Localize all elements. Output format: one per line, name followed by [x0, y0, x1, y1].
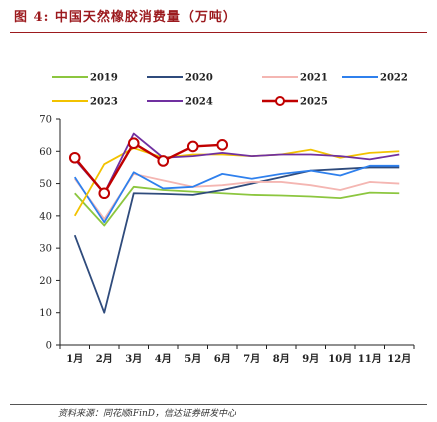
source-rule — [10, 404, 427, 405]
y-tick-label: 30 — [39, 244, 52, 255]
series-line-2020 — [73, 166, 400, 314]
y-tick-label: 70 — [39, 115, 52, 126]
figure-title: 图 4: 中国天然橡胶消费量（万吨） — [14, 10, 237, 25]
x-tick-label: 9月 — [302, 353, 319, 365]
legend-marker-2025 — [275, 96, 285, 106]
y-tick-label: 40 — [39, 211, 52, 222]
x-tick-label: 4月 — [155, 353, 172, 365]
source-note: 资料来源：同花顺iFinD，信达证券研发中心 — [58, 409, 237, 419]
x-tick-label: 6月 — [214, 353, 231, 365]
legend-label-2024: 2024 — [185, 97, 213, 108]
x-tick-label: 10月 — [328, 353, 352, 365]
chart-legend: 2019 2020 2021 2022 2023 2024 2025 — [52, 73, 408, 108]
series-line-2022 — [73, 164, 400, 224]
series-point-2025 — [186, 140, 199, 153]
legend-label-2022: 2022 — [380, 73, 408, 84]
y-tick-label: 50 — [39, 179, 52, 190]
x-tick-label: 11月 — [358, 353, 382, 365]
legend-label-2025: 2025 — [300, 97, 328, 108]
x-tick-label: 8月 — [273, 353, 290, 365]
x-tick-label: 7月 — [243, 353, 260, 365]
y-tick-label: 20 — [39, 276, 52, 287]
title-rule — [10, 32, 427, 33]
series-point-2025 — [216, 139, 229, 151]
series-line-2023 — [73, 147, 400, 217]
y-tick-label: 0 — [46, 341, 52, 352]
chart-plot-area — [68, 132, 400, 314]
legend-label-2023: 2023 — [90, 97, 118, 108]
x-tick-label: 3月 — [125, 353, 142, 365]
series-point-2025 — [127, 137, 140, 150]
series-point-2025 — [98, 187, 111, 200]
legend-label-2021: 2021 — [300, 73, 328, 84]
series-point-2025 — [68, 151, 81, 164]
x-tick-label: 1月 — [66, 353, 83, 365]
legend-label-2020: 2020 — [185, 73, 213, 84]
x-tick-label: 2月 — [96, 353, 113, 365]
y-tick-label: 60 — [39, 147, 52, 158]
x-tick-label: 12月 — [387, 353, 411, 365]
legend-label-2019: 2019 — [90, 73, 118, 84]
chart-axes: 0 10 20 30 40 50 60 70 1月 2月 3月 4月 5月 6月 7月 8月 9月 10月 11月 1… — [39, 115, 415, 365]
series-point-2025 — [157, 155, 170, 167]
y-tick-label: 10 — [39, 308, 52, 319]
x-tick-label: 5月 — [184, 353, 201, 365]
series-line-2019 — [74, 185, 400, 227]
